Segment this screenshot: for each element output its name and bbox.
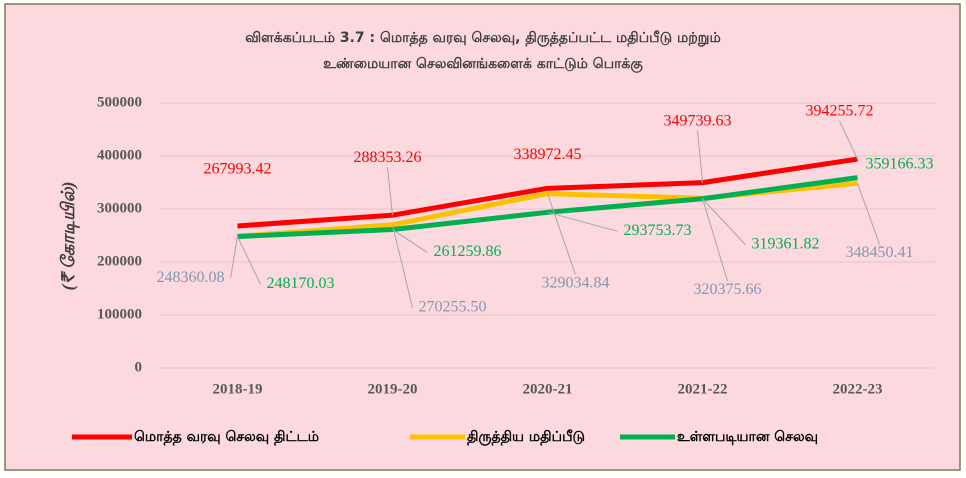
line-series — [237, 156, 858, 229]
leader-line — [702, 198, 728, 282]
data-label: 267993.42 — [204, 161, 272, 178]
x-tick-label: 2019-20 — [368, 381, 418, 397]
chart-title: விளக்கப்படம் 3.7 : மொத்த வரவு செலவு, திர… — [245, 30, 720, 47]
data-label: 319361.82 — [752, 235, 820, 252]
leader-line — [547, 211, 618, 232]
y-tick-label: 200000 — [97, 253, 142, 269]
y-tick-label: 500000 — [97, 94, 142, 110]
leader-line — [230, 236, 238, 279]
data-label: 349739.63 — [664, 112, 732, 129]
leader-line — [387, 167, 393, 216]
data-label: 288353.26 — [354, 149, 422, 166]
data-label: 359166.33 — [866, 155, 934, 172]
leader-line — [702, 198, 746, 246]
y-tick-label: 100000 — [97, 306, 142, 322]
data-label: 329034.84 — [542, 274, 610, 291]
y-tick-label: 300000 — [97, 200, 142, 216]
x-tick-label: 2021-22 — [678, 381, 728, 397]
leader-line — [547, 193, 576, 275]
data-label: 270255.50 — [419, 298, 487, 315]
leader-line — [857, 183, 880, 245]
leader-line — [392, 229, 428, 253]
data-label: 394255.72 — [806, 103, 874, 120]
legend-label: மொத்த வரவு செலவு திட்டம் — [134, 429, 319, 446]
y-tick-label: 400000 — [97, 147, 142, 163]
data-label: 348450.41 — [846, 244, 914, 261]
chart-frame — [4, 3, 961, 471]
data-label: 261259.86 — [434, 243, 502, 260]
legend-label: உள்ளபடியான செலவு — [677, 429, 818, 445]
legend-label: திருத்திய மதிப்பீடு — [467, 429, 585, 446]
leader-line — [392, 224, 413, 308]
leader-line — [839, 120, 858, 160]
y-tick-label: 0 — [135, 359, 143, 375]
data-label: 248360.08 — [157, 269, 225, 286]
x-tick-label: 2020-21 — [523, 381, 573, 397]
chart-title: உண்மையான செலவினங்களைக் காட்டும் பொக்கு — [323, 56, 643, 73]
y-axis-label: (₹ கோடியில்) — [58, 182, 80, 291]
x-tick-label: 2022-23 — [833, 381, 883, 397]
data-label: 248170.03 — [267, 275, 335, 292]
data-label: 320375.66 — [694, 281, 762, 298]
leader-line — [237, 236, 261, 285]
data-label: 338972.45 — [514, 146, 582, 163]
data-label: 293753.73 — [624, 222, 692, 239]
x-tick-label: 2018-19 — [213, 381, 263, 397]
leader-line — [697, 130, 703, 183]
